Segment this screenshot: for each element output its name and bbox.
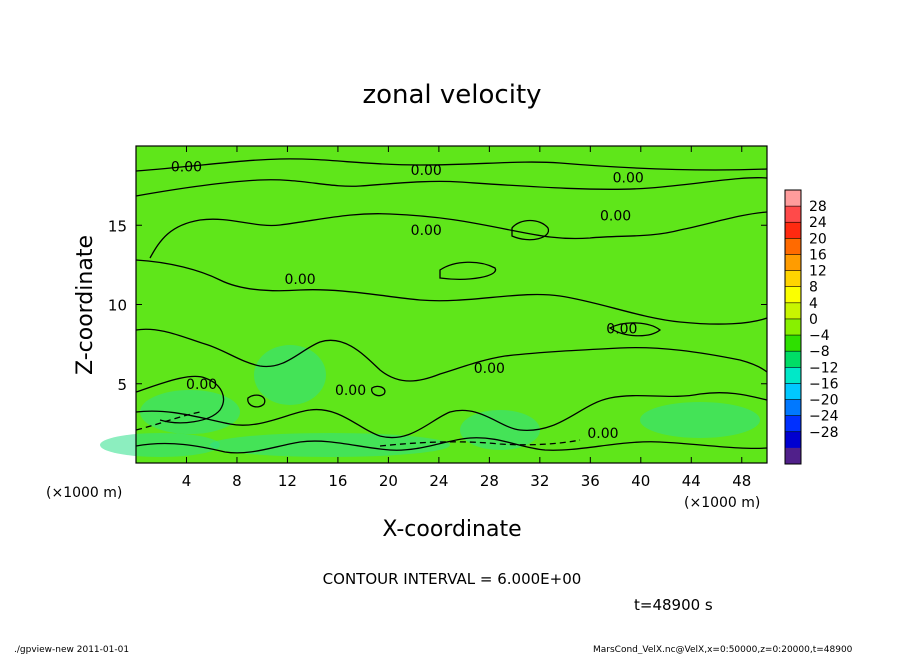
field-shading — [100, 345, 760, 457]
contour-label: 0.00 — [606, 321, 637, 337]
colorbar-swatch — [785, 431, 801, 449]
contour-blob-1 — [511, 219, 549, 241]
colorbar-label: 16 — [809, 247, 827, 263]
colorbar-label: −4 — [809, 328, 830, 344]
x-tick-label: 48 — [732, 472, 751, 490]
x-tick-label: 24 — [429, 472, 448, 490]
x-tick-label: 12 — [278, 472, 297, 490]
colorbar-swatch — [785, 286, 801, 304]
shade-region-0 — [254, 345, 326, 405]
y-tick-label: 5 — [117, 376, 127, 394]
x-tick-label: 40 — [631, 472, 650, 490]
x-tick-label: 28 — [480, 472, 499, 490]
contour-label: 0.00 — [186, 377, 217, 393]
contour-interval: CONTOUR INTERVAL = 6.000E+00 — [323, 570, 582, 588]
shade-region-1 — [140, 390, 240, 434]
colorbar-swatch — [785, 367, 801, 384]
colorbar-label: −16 — [809, 376, 839, 392]
contour-blob-3 — [247, 394, 266, 408]
colorbar-label: −24 — [809, 409, 839, 425]
colorbar-label: 12 — [809, 264, 827, 280]
colorbar-swatch — [785, 206, 801, 223]
x-tick-label: 8 — [232, 472, 242, 490]
x-axis-unit-right: (×1000 m) — [684, 495, 760, 511]
colorbar-swatch — [785, 238, 801, 255]
contour-label: 0.00 — [587, 426, 618, 442]
plot-area: 0.00 0.00 0.00 0.00 0.00 0.00 0.00 0.00 0.00 0.00… — [100, 145, 768, 490]
contour-line-mid — [135, 259, 768, 325]
colorbar-frame — [784, 189, 802, 465]
contour-line-dashed-bottom — [379, 439, 581, 447]
colorbar-swatch — [785, 190, 801, 207]
y-tick-label: 10 — [108, 297, 127, 315]
colorbar-swatch — [785, 254, 801, 271]
colorbar-swatch — [785, 335, 801, 352]
contour-line-lower — [135, 392, 768, 439]
contour-lines — [135, 158, 768, 454]
shade-region-4 — [100, 433, 220, 457]
colorbar-swatch — [785, 447, 801, 465]
colorbar-label: 4 — [809, 296, 818, 312]
contour-line-dashed-left — [135, 411, 201, 431]
colorbar-swatch — [785, 415, 801, 433]
x-tick-label: 16 — [328, 472, 347, 490]
x-tick-label: 32 — [530, 472, 549, 490]
y-axis: 5 10 15 — [108, 217, 767, 394]
contour-label: 0.00 — [474, 361, 505, 377]
y-axis-label: Z-coordinate — [73, 235, 98, 375]
colorbar-swatch — [785, 399, 801, 416]
colorbar-label: −20 — [809, 393, 839, 409]
x-tick-label: 44 — [682, 472, 701, 490]
contour-label: 0.00 — [284, 272, 315, 288]
contour-label: 0.00 — [411, 223, 442, 239]
contour-labels: 0.00 0.00 0.00 0.00 0.00 0.00 0.00 0.00 0.00 0.00… — [171, 160, 644, 442]
footer-left: ./gpview-new 2011-01-01 — [14, 645, 129, 654]
x-tick-label: 4 — [182, 472, 192, 490]
colorbar-label: 0 — [809, 312, 818, 328]
contour-blob-2 — [439, 261, 497, 280]
colorbar-swatch — [785, 270, 801, 288]
x-tick-label: 20 — [379, 472, 398, 490]
colorbar-label: 24 — [809, 215, 827, 231]
contour-line-top — [135, 158, 768, 172]
contour-blob-5 — [608, 322, 662, 337]
colorbar-swatch — [785, 351, 801, 368]
footer-right: MarsCond_VelX.nc@VelX,x=0:50000,z=0:2000… — [593, 645, 853, 654]
colorbar-label: 8 — [809, 280, 818, 296]
colorbar-swatch — [785, 302, 801, 320]
colorbar-label: −28 — [809, 425, 839, 441]
contour-blob-4 — [371, 385, 386, 397]
colorbar-label: 28 — [809, 199, 827, 215]
contour-line-low-left — [135, 375, 225, 424]
x-tick-label: 36 — [581, 472, 600, 490]
chart-title: zonal velocity — [362, 80, 541, 110]
colorbar-label: 20 — [809, 231, 827, 247]
contour-label: 0.00 — [600, 209, 631, 225]
contour-line-mid-upper — [149, 211, 768, 259]
time-stamp: t=48900 s — [634, 596, 713, 614]
colorbar-swatch — [785, 318, 801, 336]
shade-region-2 — [460, 410, 540, 450]
contour-label: 0.00 — [411, 163, 442, 179]
colorbar-label: −8 — [809, 344, 830, 360]
colorbar-label: −12 — [809, 360, 839, 376]
x-axis-label: X-coordinate — [382, 517, 521, 542]
y-tick-label: 15 — [108, 217, 127, 235]
contour-line-bottom — [135, 437, 768, 454]
contour-line-upper — [135, 177, 768, 197]
colorbar-swatch — [785, 383, 801, 400]
shade-region-3 — [210, 433, 450, 457]
contour-label: 0.00 — [335, 383, 366, 399]
x-axis-unit-left: (×1000 m) — [46, 485, 122, 501]
contour-label: 0.00 — [613, 171, 644, 187]
contour-label: 0.00 — [171, 160, 202, 176]
colorbar-swatch — [785, 222, 801, 239]
contour-line-mid-lower — [135, 328, 768, 382]
shade-region-5 — [640, 402, 760, 438]
x-axis: 4 8 12 16 20 24 28 32 36 40 44 48 — [182, 146, 751, 490]
